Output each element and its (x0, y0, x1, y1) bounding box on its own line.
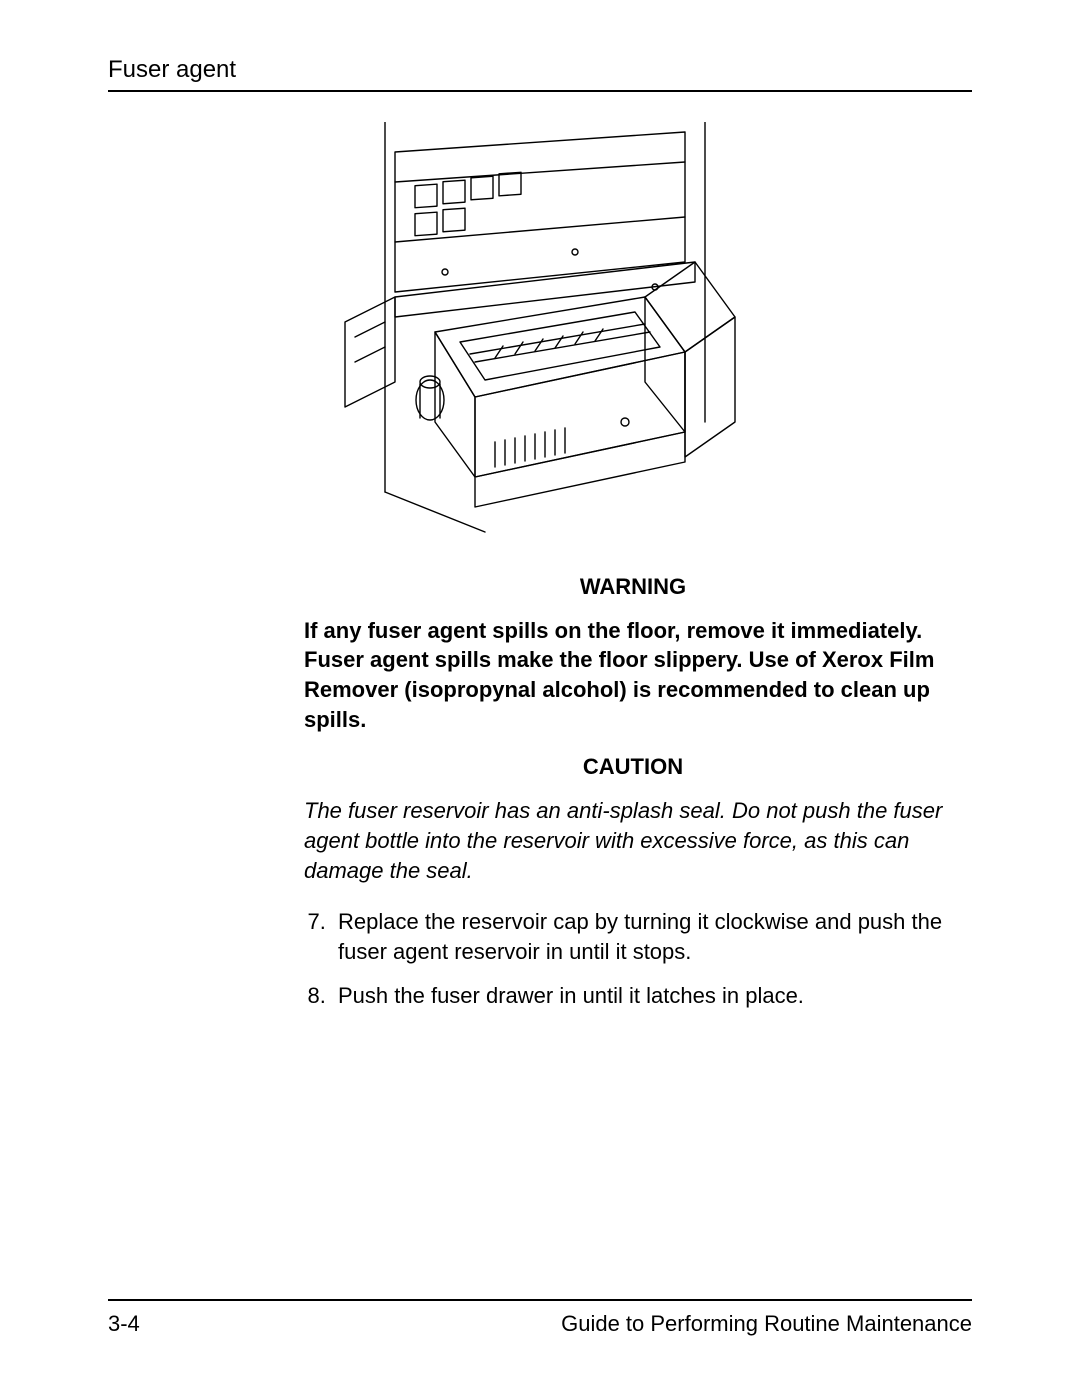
caution-label: CAUTION (304, 752, 962, 782)
body-column: WARNING If any fuser agent spills on the… (304, 572, 962, 1010)
page-footer: 3-4 Guide to Performing Routine Maintena… (108, 1299, 972, 1337)
fuser-drawer-illustration (325, 122, 755, 542)
step-list: Replace the reservoir cap by turning it … (304, 907, 962, 1010)
step-item: Replace the reservoir cap by turning it … (332, 907, 962, 966)
footer-doc-title: Guide to Performing Routine Maintenance (561, 1311, 972, 1337)
warning-label: WARNING (304, 572, 962, 602)
warning-text: If any fuser agent spills on the floor, … (304, 616, 962, 735)
step-item: Push the fuser drawer in until it latche… (332, 981, 962, 1011)
page: Fuser agent (0, 0, 1080, 1397)
caution-text: The fuser reservoir has an anti-splash s… (304, 796, 962, 885)
page-header: Fuser agent (108, 56, 972, 92)
header-title: Fuser agent (108, 56, 236, 83)
page-number: 3-4 (108, 1311, 140, 1337)
